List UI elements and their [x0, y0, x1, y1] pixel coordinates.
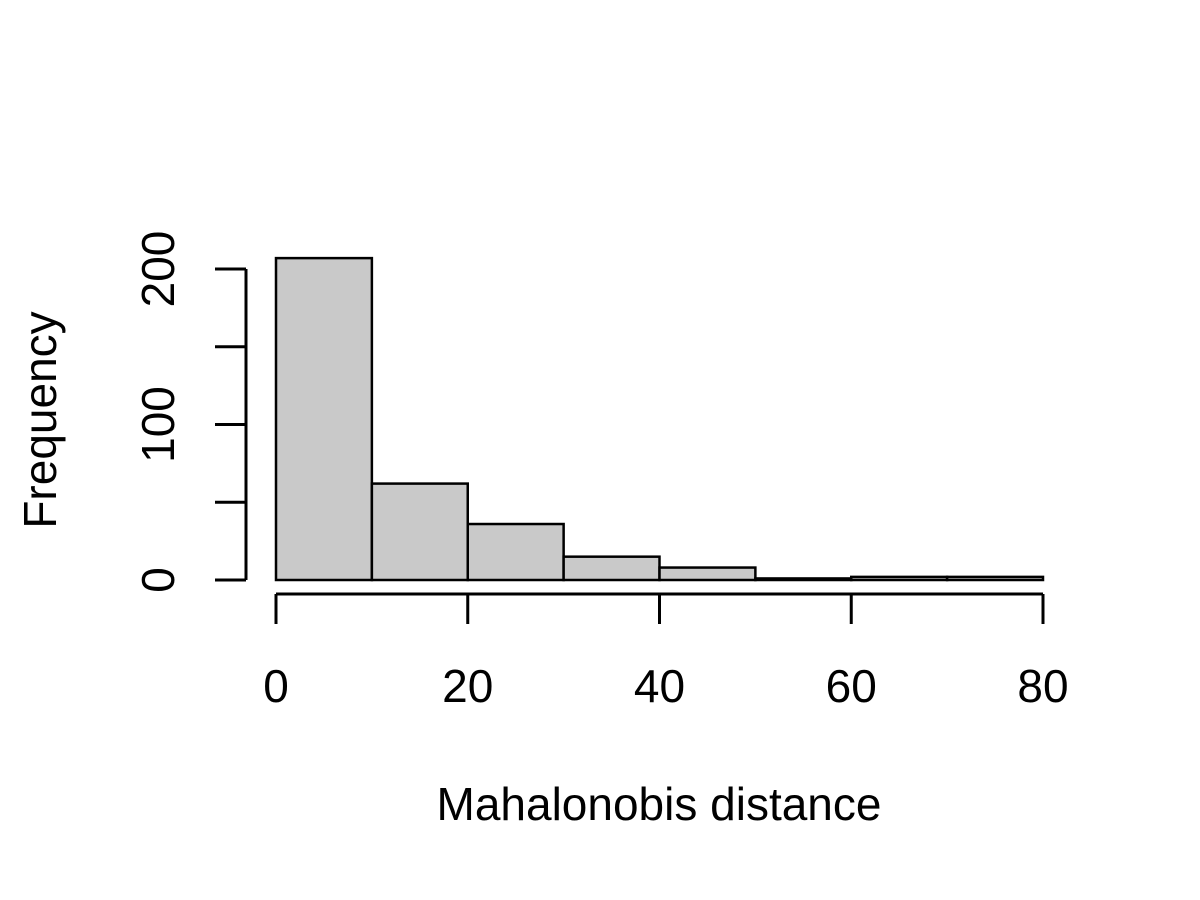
histogram-bar-5	[754, 577, 853, 582]
y-tick-label: 0	[132, 567, 184, 593]
x-axis-label: Mahalonobis distance	[437, 778, 882, 830]
x-axis: 0 20 40 60 80	[263, 592, 1069, 712]
y-axis-label: Frequency	[14, 311, 66, 528]
histogram-bar-3	[562, 555, 661, 582]
x-tick-label: 20	[442, 660, 493, 712]
y-tick-label: 100	[132, 386, 184, 463]
bars-layer	[274, 256, 1045, 582]
y-axis: 0 100 200	[132, 231, 248, 593]
x-tick-label: 0	[263, 660, 289, 712]
histogram-bar-4	[658, 566, 757, 582]
x-tick-label: 60	[826, 660, 877, 712]
histogram-bar-0	[274, 256, 374, 582]
histogram-bar-6	[850, 575, 949, 582]
histogram-bar-7	[945, 575, 1045, 582]
histogram-bar-1	[370, 482, 469, 582]
histogram-bar-2	[466, 522, 565, 582]
y-tick-label: 200	[132, 231, 184, 308]
x-tick-label: 40	[634, 660, 685, 712]
x-tick-label: 80	[1017, 660, 1068, 712]
